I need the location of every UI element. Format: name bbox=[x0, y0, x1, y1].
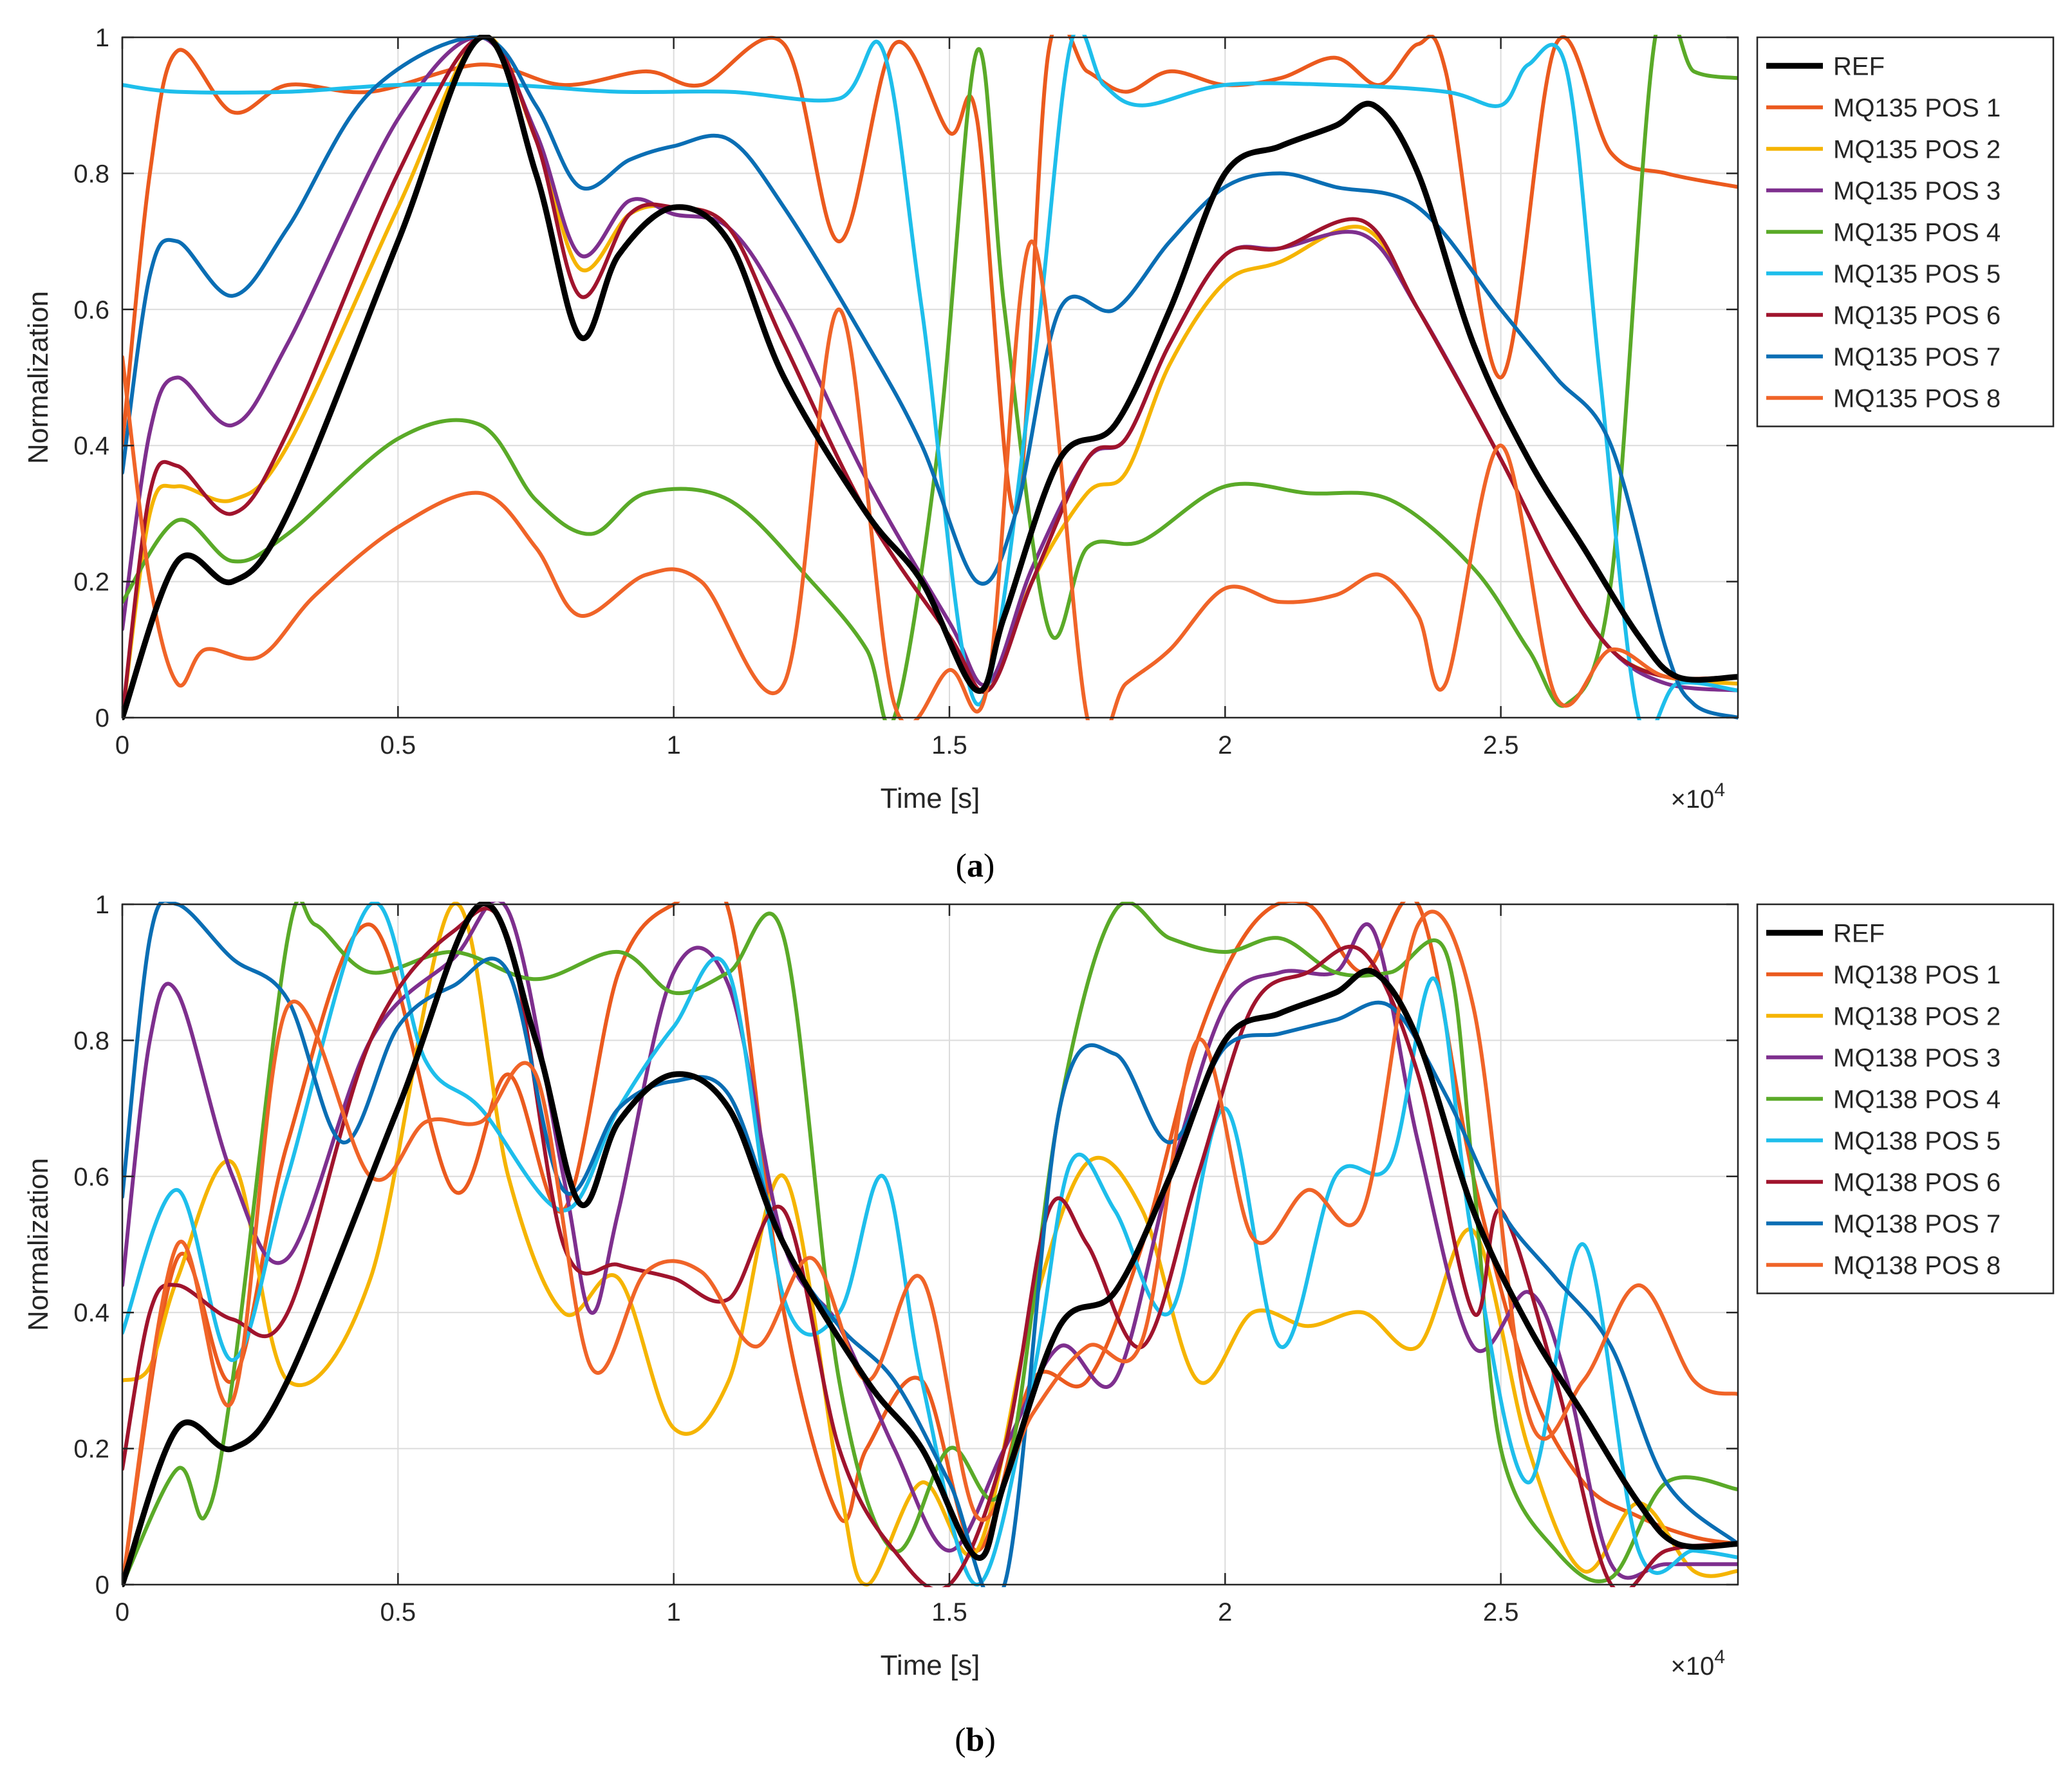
series-line-mq138-pos-4 bbox=[122, 902, 1738, 1587]
series-line-mq135-pos-6 bbox=[122, 35, 1738, 720]
legend-label: MQ138 POS 4 bbox=[1833, 1085, 2001, 1113]
x-tick-label: 1.5 bbox=[931, 1598, 967, 1626]
legend-label: MQ135 POS 6 bbox=[1833, 301, 2001, 330]
x-tick-label: 2 bbox=[1218, 731, 1232, 759]
caption-open: ( bbox=[955, 1722, 966, 1758]
y-tick-label: 0.6 bbox=[73, 1163, 109, 1191]
legend-label: MQ138 POS 5 bbox=[1833, 1127, 2001, 1155]
panel-b: 0 0.5 1 1.5 2 2.5 0 0.2 0.4 0.6 0.8 1 Time [s] Normal… bbox=[23, 891, 2055, 1758]
series-line-mq135-pos-7 bbox=[122, 35, 1738, 720]
x-tick-label: 1 bbox=[667, 731, 681, 759]
x-tick-label: 2.5 bbox=[1483, 731, 1519, 759]
legend-label: MQ138 POS 1 bbox=[1833, 961, 2001, 989]
legend-label: MQ135 POS 4 bbox=[1833, 218, 2001, 247]
y-axis-label: Normalization bbox=[23, 291, 54, 464]
series-line-mq138-pos-7 bbox=[122, 902, 1738, 1587]
series-line-mq135-pos-5 bbox=[122, 35, 1738, 720]
x-tick-label: 0.5 bbox=[380, 1598, 416, 1626]
x-tick-label: 2.5 bbox=[1483, 1598, 1519, 1626]
axes-box bbox=[121, 903, 1739, 1586]
legend: REF MQ135 POS 1 MQ135 POS 2 MQ135 POS 3 MQ13… bbox=[1756, 36, 2055, 427]
x-tick-label: 2 bbox=[1218, 1598, 1232, 1626]
y-tick-label: 1 bbox=[95, 891, 109, 919]
series-line-mq135-pos-1 bbox=[122, 35, 1738, 516]
series-group bbox=[122, 35, 1738, 720]
series-line-mq138-pos-5 bbox=[122, 902, 1738, 1587]
series-line-ref bbox=[122, 35, 1738, 720]
legend-label: MQ135 POS 1 bbox=[1833, 94, 2001, 122]
y-tick-label: 1 bbox=[95, 24, 109, 52]
caption-close: ) bbox=[984, 848, 994, 884]
x-exponent-base: ×10 bbox=[1670, 1652, 1714, 1681]
x-exponent-label: ×104 bbox=[1670, 1646, 1725, 1681]
series-line-mq135-pos-4 bbox=[122, 35, 1738, 720]
y-tick-label: 0 bbox=[95, 704, 109, 732]
y-tick-label: 0.2 bbox=[73, 1435, 109, 1464]
panel-caption: (b) bbox=[955, 1722, 996, 1758]
x-exponent-power: 4 bbox=[1714, 1646, 1725, 1668]
series-line-mq135-pos-8 bbox=[122, 239, 1738, 720]
x-axis-label: Time [s] bbox=[881, 1650, 980, 1681]
panel-a: 0 0.5 1 1.5 2 2.5 0 0.2 0.4 0.6 0.8 1 Time [s] Normal… bbox=[23, 24, 2055, 884]
y-tick-label: 0.8 bbox=[73, 160, 109, 188]
series-line-ref bbox=[122, 902, 1738, 1587]
y-tick-label: 0.2 bbox=[73, 568, 109, 597]
x-tick-label: 0 bbox=[115, 731, 129, 759]
legend-label: MQ135 POS 5 bbox=[1833, 260, 2001, 288]
legend-label: MQ138 POS 2 bbox=[1833, 1002, 2001, 1030]
series-line-mq138-pos-6 bbox=[122, 906, 1738, 1587]
plot-area bbox=[122, 904, 1738, 1585]
series-line-mq138-pos-3 bbox=[122, 902, 1738, 1580]
legend-label: REF bbox=[1833, 919, 1885, 947]
series-line-mq138-pos-8 bbox=[122, 909, 1738, 1587]
series-line-mq138-pos-1 bbox=[122, 902, 1738, 1587]
y-tick-label: 0 bbox=[95, 1571, 109, 1599]
legend-label: MQ135 POS 7 bbox=[1833, 343, 2001, 371]
x-axis-label: Time [s] bbox=[881, 783, 980, 814]
x-exponent-power: 4 bbox=[1714, 779, 1725, 801]
panel-caption: (a) bbox=[956, 848, 995, 884]
legend-label: MQ138 POS 7 bbox=[1833, 1210, 2001, 1238]
y-tick-label: 0.4 bbox=[73, 432, 109, 460]
caption-open: ( bbox=[956, 848, 967, 884]
legend-label: MQ135 POS 8 bbox=[1833, 384, 2001, 413]
legend-label: MQ135 POS 2 bbox=[1833, 135, 2001, 163]
legend-label: REF bbox=[1833, 52, 1885, 80]
y-axis-label: Normalization bbox=[23, 1158, 54, 1331]
x-tick-label: 1 bbox=[667, 1598, 681, 1626]
legend-label: MQ138 POS 3 bbox=[1833, 1044, 2001, 1072]
y-tick-label: 0.6 bbox=[73, 296, 109, 324]
x-tick-label: 0 bbox=[115, 1598, 129, 1626]
axes-box bbox=[121, 36, 1739, 719]
caption-letter: a bbox=[967, 848, 984, 884]
legend-label: MQ138 POS 6 bbox=[1833, 1168, 2001, 1197]
y-tick-label: 0.4 bbox=[73, 1299, 109, 1327]
y-tick-label: 0.8 bbox=[73, 1027, 109, 1055]
caption-close: ) bbox=[984, 1722, 995, 1758]
x-exponent-label: ×104 bbox=[1670, 779, 1725, 814]
caption-letter: b bbox=[966, 1722, 985, 1758]
x-exponent-base: ×10 bbox=[1670, 785, 1714, 814]
legend: REF MQ138 POS 1 MQ138 POS 2 MQ138 POS 3 MQ13… bbox=[1756, 903, 2055, 1294]
x-tick-label: 0.5 bbox=[380, 731, 416, 759]
legend-label: MQ138 POS 8 bbox=[1833, 1251, 2001, 1280]
x-tick-label: 1.5 bbox=[931, 731, 967, 759]
legend-label: MQ135 POS 3 bbox=[1833, 177, 2001, 205]
